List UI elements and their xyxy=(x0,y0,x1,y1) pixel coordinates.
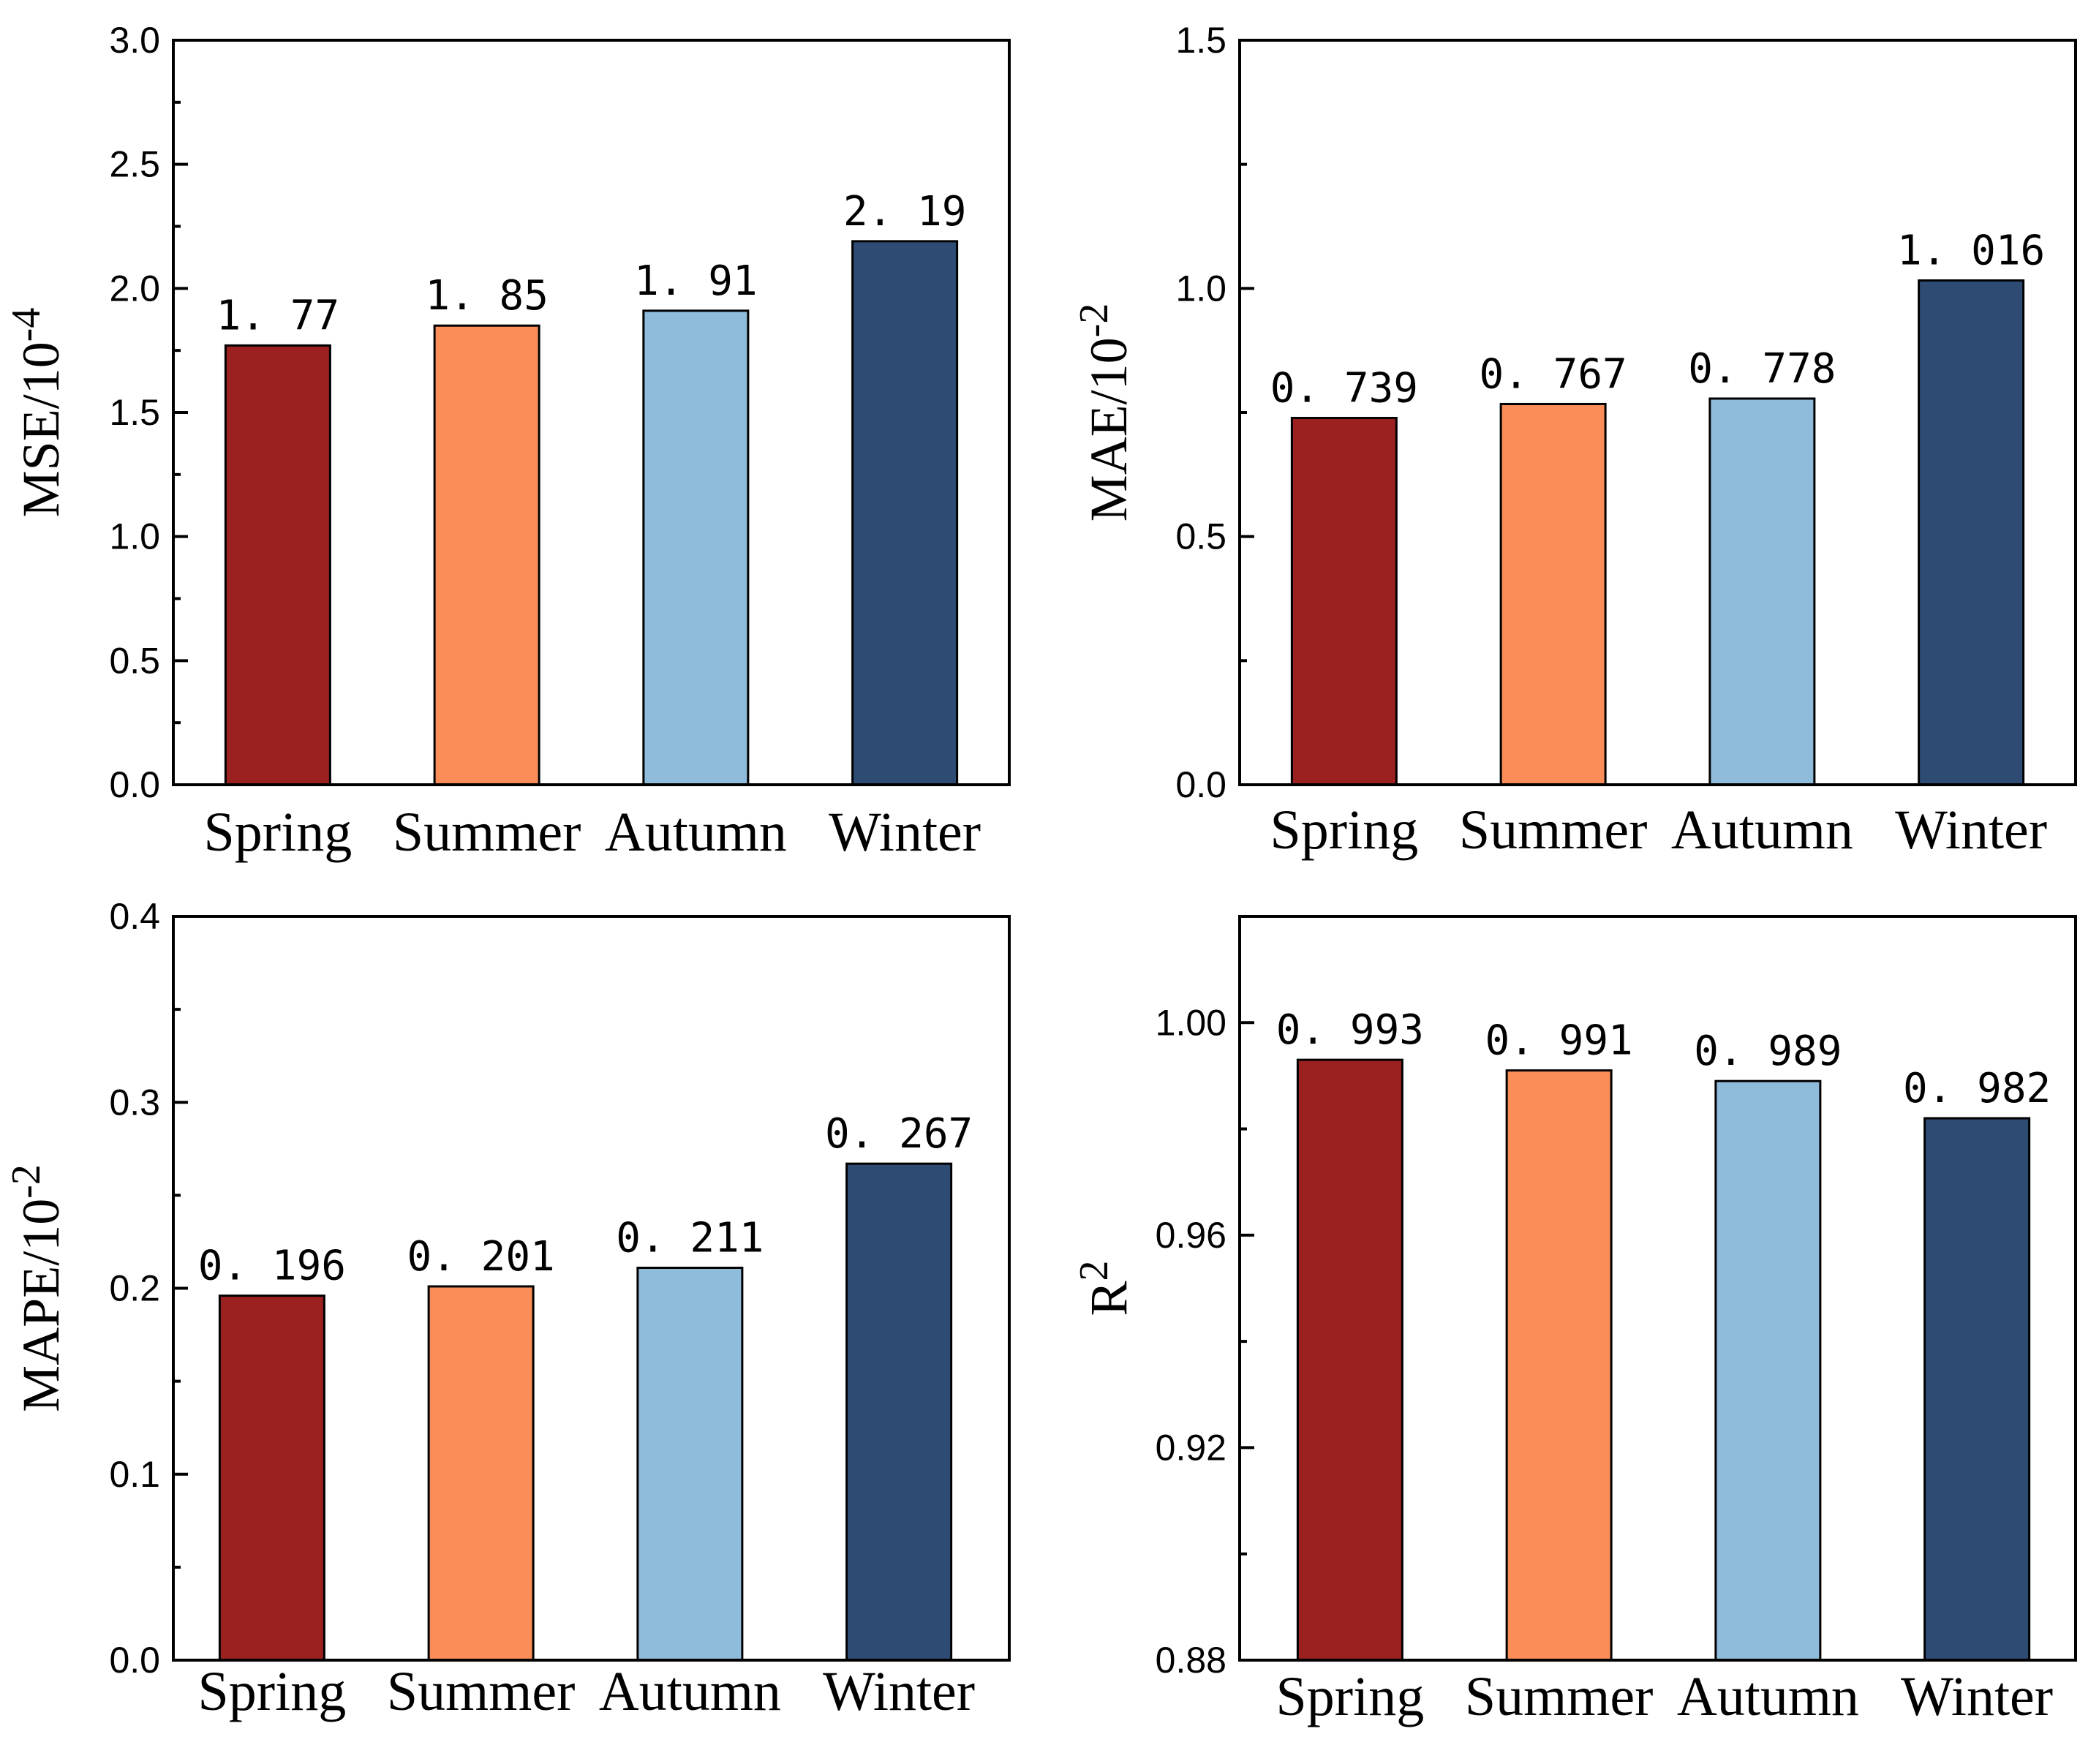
y-tick-label: 1.0 xyxy=(109,516,160,557)
y-tick-label: 0.4 xyxy=(109,896,160,937)
bar-autumn xyxy=(1708,397,1816,786)
bar-spring xyxy=(1296,1058,1403,1662)
data-label: 1. 91 xyxy=(634,257,758,305)
x-tick-label: Autumn xyxy=(605,802,787,863)
bar-summer xyxy=(433,324,540,786)
data-label: 1. 77 xyxy=(216,292,340,339)
x-tick-label: Winter xyxy=(829,802,981,863)
y-axis-label: MAPE/10-2 xyxy=(4,1164,70,1412)
data-label: 0. 201 xyxy=(407,1233,554,1281)
x-tick-label: Summer xyxy=(387,1661,576,1722)
x-tick-label: Autumn xyxy=(1677,1666,1859,1727)
y-tick-label: 0.3 xyxy=(109,1082,160,1123)
plot-frame xyxy=(1238,915,2077,1662)
x-tick-label: Summer xyxy=(1459,799,1648,861)
x-tick-label: Spring xyxy=(1270,799,1419,861)
x-tick-label: Spring xyxy=(204,802,353,863)
data-label: 0. 982 xyxy=(1903,1065,2051,1112)
x-tick-label: Autumn xyxy=(1671,799,1853,861)
bar-autumn xyxy=(636,1267,744,1662)
x-tick-label: Spring xyxy=(198,1661,347,1722)
x-tick-label: Summer xyxy=(1465,1666,1654,1727)
bar-autumn xyxy=(1714,1079,1822,1662)
y-tick-label: 0.0 xyxy=(109,1640,160,1681)
y-tick-label: 0.2 xyxy=(109,1268,160,1309)
data-label: 0. 767 xyxy=(1479,350,1627,398)
y-axis-label-sup: -4 xyxy=(4,308,49,342)
bar-spring xyxy=(224,344,331,786)
y-axis-label-sup: -2 xyxy=(4,1164,49,1199)
x-tick-label: Summer xyxy=(393,802,581,863)
data-label: 0. 211 xyxy=(616,1215,764,1262)
y-tick-label: 2.5 xyxy=(109,144,160,185)
y-axis-label-main: MSE/10 xyxy=(12,342,70,517)
y-axis-label: MAE/10-2 xyxy=(1071,304,1138,522)
y-tick-label: 0.96 xyxy=(1156,1215,1226,1256)
panel-r2: 0. 993 Spring 0. 991 Summer 0. 989 Autumn 0. 9… xyxy=(1071,915,2077,1727)
y-axis-label: MSE/10-4 xyxy=(4,308,70,518)
plot-frame xyxy=(172,915,1011,1662)
x-tick-label: Autumn xyxy=(599,1661,781,1722)
y-tick-label: 0.88 xyxy=(1156,1640,1226,1681)
data-label: 1. 016 xyxy=(1897,227,2045,274)
y-axis-label: R2 xyxy=(1071,1260,1138,1316)
y-tick-label: 3.0 xyxy=(109,20,160,61)
data-label: 2. 19 xyxy=(843,188,967,235)
y-axis-label-sup: 2 xyxy=(1071,1260,1117,1281)
data-label: 0. 267 xyxy=(825,1110,973,1158)
y-tick-label: 2.0 xyxy=(109,268,160,309)
y-axis-label-main: MAPE/10 xyxy=(12,1199,70,1412)
y-tick-label: 0.5 xyxy=(1175,516,1226,557)
y-tick-label: 1.0 xyxy=(1175,268,1226,309)
y-axis-label-main: R xyxy=(1079,1281,1138,1316)
panel-mae: 0. 739 Spring 0. 767 Summer 0. 778 Autumn 1. 0… xyxy=(1071,20,2077,861)
bar-winter xyxy=(845,1162,953,1662)
bar-summer xyxy=(1499,402,1607,786)
data-label: 0. 739 xyxy=(1270,364,1418,412)
data-label: 0. 989 xyxy=(1694,1028,1842,1075)
y-axis-label-sup: -2 xyxy=(1071,304,1117,338)
y-tick-label: 0.0 xyxy=(109,764,160,805)
y-tick-label: 0.92 xyxy=(1156,1427,1226,1468)
y-tick-label: 1.5 xyxy=(109,392,160,433)
data-label: 0. 991 xyxy=(1485,1017,1632,1065)
panel-mape: 0. 196 Spring 0. 201 Summer 0. 211 Autumn 0. 2… xyxy=(4,896,1011,1722)
y-tick-label: 0.5 xyxy=(109,640,160,681)
data-label: 1. 85 xyxy=(425,272,549,320)
bar-winter xyxy=(1918,279,2025,786)
plot-frame xyxy=(172,39,1011,786)
plot-frame xyxy=(1238,39,2077,786)
data-label: 0. 778 xyxy=(1688,345,1836,393)
bar-summer xyxy=(427,1285,535,1662)
y-tick-label: 1.00 xyxy=(1156,1002,1226,1043)
x-tick-label: Winter xyxy=(823,1661,975,1722)
y-tick-label: 1.5 xyxy=(1175,20,1226,61)
data-label: 0. 993 xyxy=(1276,1006,1424,1054)
y-tick-label: 0.1 xyxy=(109,1454,160,1495)
panel-mse: 1. 77 Spring 1. 85 Summer 1. 91 Autumn 2. 19 Wi… xyxy=(4,20,1011,863)
bar-autumn xyxy=(642,309,750,786)
x-tick-label: Spring xyxy=(1276,1666,1425,1727)
bar-spring xyxy=(1290,416,1398,786)
y-tick-label: 0.0 xyxy=(1175,764,1226,805)
x-tick-label: Winter xyxy=(1901,1666,2053,1727)
bar-winter xyxy=(1923,1117,2031,1662)
bar-spring xyxy=(218,1294,325,1662)
y-axis-label-main: MAE/10 xyxy=(1079,337,1138,521)
data-label: 0. 196 xyxy=(198,1243,346,1290)
bar-winter xyxy=(851,240,959,786)
x-tick-label: Winter xyxy=(1895,799,2047,861)
bar-summer xyxy=(1505,1069,1613,1662)
